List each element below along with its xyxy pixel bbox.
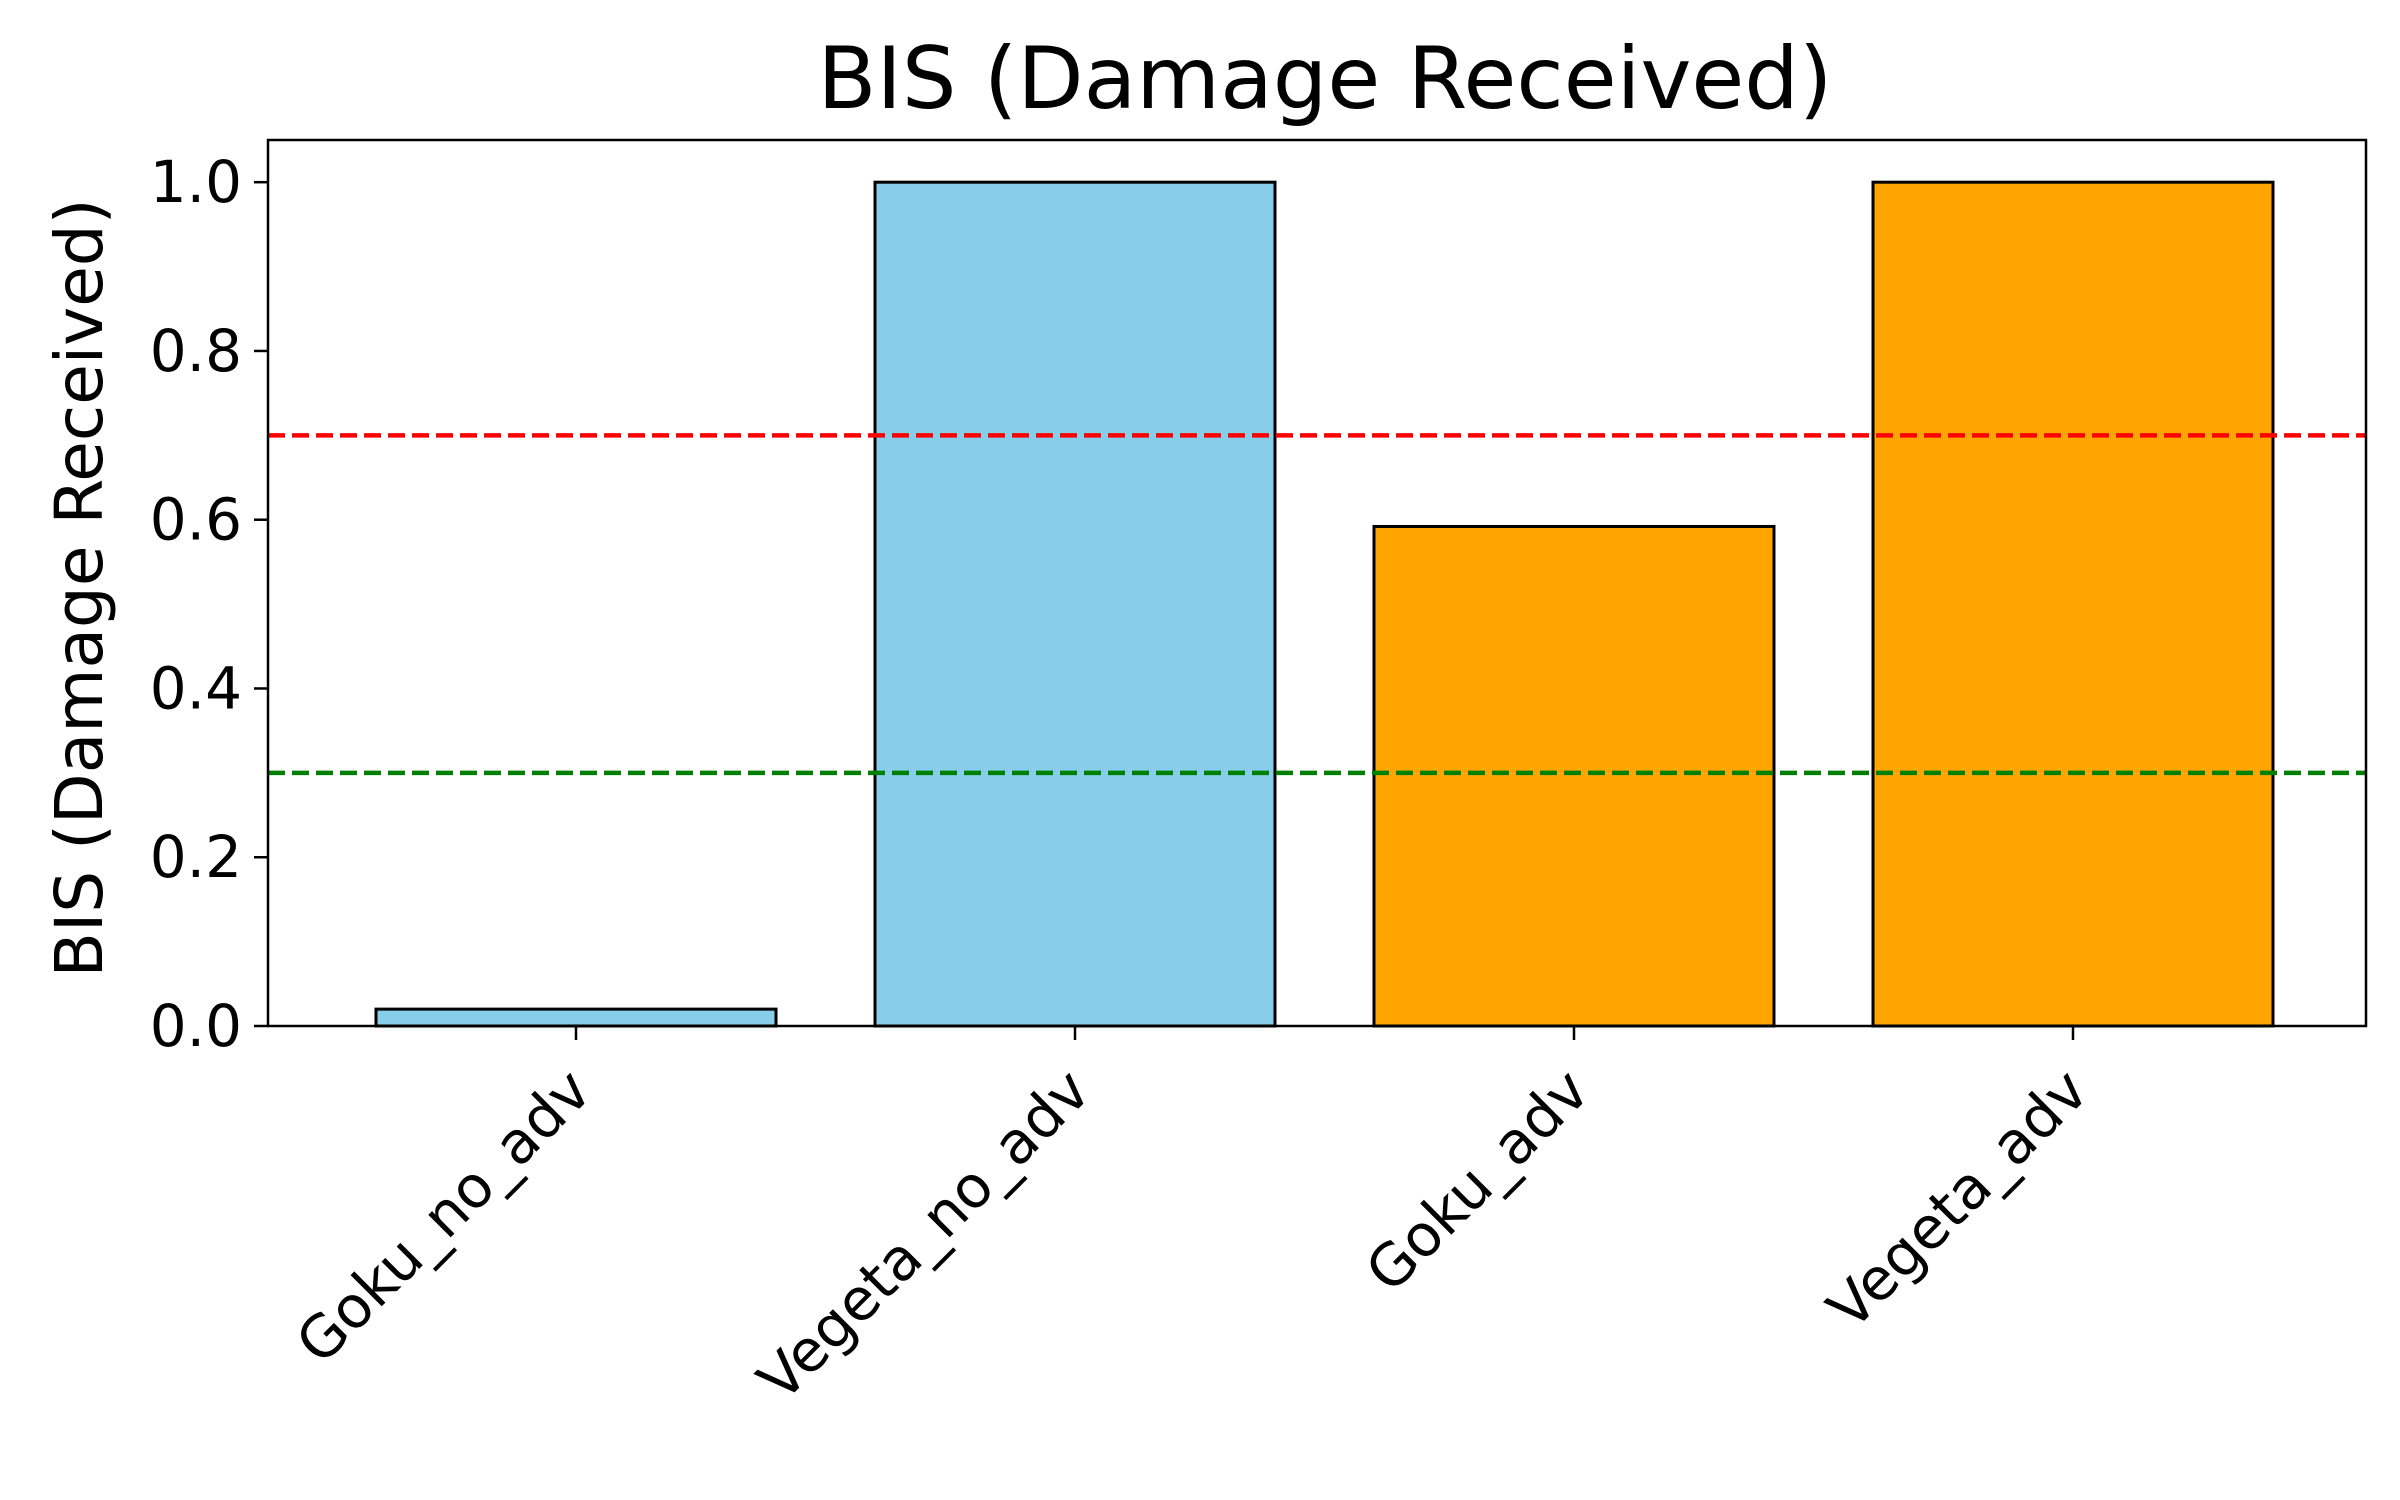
chart-title: BIS (Damage Received) [818,29,1833,129]
y-tick-label-1: 0.2 [150,823,242,891]
bar-Vegeta_no_adv [873,180,1277,1028]
y-tick-label-4: 0.8 [150,317,242,385]
x-tick-label-Goku_adv: Goku_adv [1353,1056,1602,1305]
x-tick-label-Vegeta_no_adv: Vegeta_no_adv [745,1056,1103,1414]
y-axis-label: BIS (Damage Received) [41,199,118,978]
plot-frame [266,138,2368,1028]
y-tick-label-0: 0.0 [150,992,242,1060]
bar-Goku_adv [1372,524,1776,1028]
bar-Vegeta_adv [1871,180,2275,1028]
x-tick-label-Goku_no_adv: Goku_no_adv [283,1056,604,1377]
y-tick-label-3: 0.6 [150,486,242,554]
bar-Goku_no_adv [374,1007,778,1028]
y-tick-label-2: 0.4 [150,654,242,722]
x-tick-label-Vegeta_adv: Vegeta_adv [1814,1056,2101,1343]
plot-area: 0.0 0.2 0.4 0.6 0.8 1.0 Goku_no_adv Vegeta_no_a… [150,138,2368,1414]
y-tick-label-5: 1.0 [150,148,242,216]
